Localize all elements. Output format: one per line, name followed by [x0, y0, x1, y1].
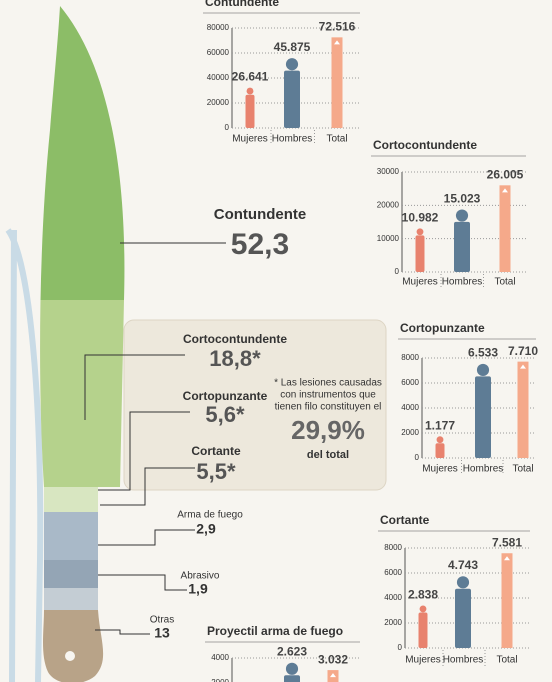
note-value: 29,9%	[291, 415, 365, 445]
icon-head	[477, 364, 489, 376]
y-tick-label: 30000	[377, 167, 400, 176]
value-label: 1.177	[425, 418, 455, 432]
y-tick-label: 4000	[211, 653, 229, 662]
knife-handle	[43, 610, 103, 682]
y-tick-label: 0	[398, 643, 403, 652]
bar	[284, 675, 300, 682]
item-value: 18,8*	[209, 346, 261, 371]
item-label: Arma de fuego	[177, 510, 243, 521]
knife-outline	[8, 230, 40, 682]
y-tick-label: 60000	[207, 48, 230, 57]
bar	[500, 185, 511, 272]
knife-band	[44, 487, 98, 512]
y-tick-label: 6000	[401, 378, 419, 387]
y-tick-label: 10000	[377, 234, 400, 243]
item-value: 13	[154, 625, 170, 641]
note-line: tienen filo constituyen el	[275, 402, 382, 413]
y-tick-label: 2000	[384, 618, 402, 627]
bar	[246, 95, 255, 128]
bar	[416, 235, 425, 272]
y-tick-label: 8000	[384, 543, 402, 552]
y-tick-label: 8000	[401, 353, 419, 362]
value-label: 6.533	[468, 346, 498, 360]
value-label: 4.743	[448, 558, 478, 572]
y-tick-label: 6000	[384, 568, 402, 577]
x-tick-label: Hombres	[463, 464, 504, 475]
bar	[518, 362, 529, 458]
y-tick-label: 2000	[401, 428, 419, 437]
item-value: 5,6*	[205, 402, 245, 427]
x-tick-label: Hombres	[272, 134, 313, 145]
x-tick-label: Total	[494, 277, 515, 288]
value-label: 26.641	[232, 70, 269, 84]
icon-head	[420, 606, 427, 613]
bar	[455, 589, 471, 648]
x-tick-label: Hombres	[442, 277, 483, 288]
x-tick-label: Total	[512, 464, 533, 475]
value-label: 7.710	[508, 344, 538, 358]
item-label: Cortante	[191, 444, 241, 458]
y-tick-label: 0	[415, 453, 420, 462]
chart-title: Contundente	[205, 0, 279, 9]
y-tick-label: 0	[395, 267, 400, 276]
icon-head	[437, 436, 444, 443]
note-suffix: del total	[307, 449, 349, 461]
value-label: 10.982	[402, 210, 439, 224]
y-tick-label: 20000	[207, 98, 230, 107]
value-label: 26.005	[487, 167, 524, 181]
icon-head	[247, 88, 254, 95]
bar	[454, 222, 470, 272]
value-label: 2.623	[277, 645, 307, 659]
bar	[284, 71, 300, 128]
item-value: 2,9	[196, 521, 216, 537]
value-label: 45.875	[274, 40, 311, 54]
item-value: 1,9	[188, 581, 208, 597]
x-tick-label: Mujeres	[422, 464, 458, 475]
bar	[332, 37, 343, 128]
value-label: 3.032	[318, 652, 348, 666]
y-tick-label: 2000	[211, 678, 229, 682]
icon-head	[286, 58, 298, 70]
item-label: Cortocontundente	[183, 332, 287, 346]
bar	[502, 553, 513, 648]
knife-band	[44, 512, 98, 560]
icon-head	[457, 576, 469, 588]
y-tick-label: 4000	[384, 593, 402, 602]
chart-title: Proyectil arma de fuego	[207, 624, 343, 638]
x-tick-label: Total	[496, 655, 517, 666]
icon-head	[286, 663, 298, 675]
item-label: Contundente	[214, 206, 306, 223]
item-value: 5,5*	[196, 459, 236, 484]
note-line: * Las lesiones causadas	[274, 378, 382, 389]
y-tick-label: 20000	[377, 200, 400, 209]
y-tick-label: 0	[225, 123, 230, 132]
y-tick-label: 4000	[401, 403, 419, 412]
x-tick-label: Hombres	[443, 655, 484, 666]
y-tick-label: 40000	[207, 73, 230, 82]
value-label: 72.516	[319, 20, 356, 34]
icon-head	[417, 228, 424, 235]
value-label: 7.581	[492, 535, 522, 549]
item-value: 52,3	[231, 228, 289, 261]
x-tick-label: Mujeres	[402, 277, 438, 288]
value-label: 15.023	[444, 191, 481, 205]
infographic: Contundente 52,3 Cortocontundente 18,8* …	[0, 0, 552, 682]
value-label: 2.838	[408, 587, 438, 601]
bar	[436, 443, 445, 458]
handle-hole	[65, 651, 75, 661]
knife-band	[44, 560, 98, 588]
x-tick-label: Total	[326, 134, 347, 145]
x-tick-label: Mujeres	[405, 655, 441, 666]
chart-title: Cortante	[380, 513, 430, 527]
y-tick-label: 80000	[207, 23, 230, 32]
bar	[475, 376, 491, 458]
bar	[419, 613, 428, 648]
x-tick-label: Mujeres	[232, 134, 268, 145]
chart-title: Cortocontundente	[373, 138, 477, 152]
chart-title: Cortopunzante	[400, 321, 485, 335]
knife-band	[44, 588, 98, 610]
icon-head	[456, 209, 468, 221]
note-line: con instrumentos que	[280, 390, 376, 401]
